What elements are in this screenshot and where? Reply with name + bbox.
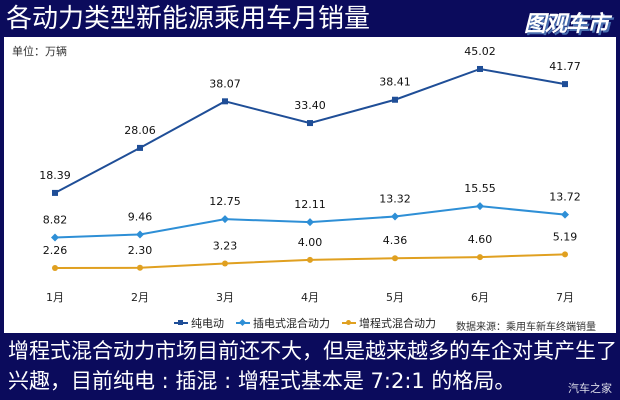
legend-swatch (342, 320, 356, 325)
legend-label: 插电式混合动力 (253, 317, 330, 330)
data-point (307, 120, 313, 127)
x-tick-label: 6月 (471, 291, 489, 304)
data-label: 12.11 (294, 198, 326, 211)
line-chart: 1月 2月 3月 4月 5月 6月 7月 18.39 28.06 38.07 33.40 38.41 4… (39, 45, 581, 304)
data-point (52, 189, 58, 196)
data-label: 2.30 (128, 244, 153, 257)
legend: 纯电动 插电式混合动力 增程式混合动力 (174, 315, 436, 331)
legend-item: 插电式混合动力 (236, 315, 330, 331)
data-label: 9.46 (128, 210, 153, 223)
data-label: 13.32 (379, 193, 411, 206)
data-point (392, 255, 398, 262)
caption: 增程式混合动力市场目前还不大，但是越来越多的车企对其产生了兴趣，目前纯电 : 插… (8, 339, 617, 393)
data-label: 18.39 (39, 169, 71, 182)
data-label: 3.23 (213, 239, 238, 252)
data-point (51, 233, 59, 242)
data-point (477, 65, 483, 72)
data-point (562, 251, 568, 258)
legend-swatch (236, 318, 250, 327)
data-label: 2.26 (43, 244, 68, 257)
legend-label: 纯电动 (191, 317, 224, 330)
data-point (221, 215, 229, 224)
logo: 图观车市 (523, 12, 609, 37)
data-point (307, 256, 313, 263)
data-label: 8.82 (43, 213, 68, 226)
data-label: 12.75 (209, 195, 241, 208)
source-note: 数据来源：乘用车新车终端销量 (456, 322, 596, 333)
x-tick-label: 5月 (386, 291, 404, 304)
chart-panel: 单位：万辆 1月 2月 3月 4月 5月 6月 7月 18.39 28.06 38.07 33.40… (4, 37, 616, 333)
x-tick-label: 1月 (46, 291, 64, 304)
data-label: 45.02 (464, 45, 496, 58)
data-point (561, 210, 569, 219)
watermark: 汽车之家 (568, 382, 612, 395)
unit-label: 单位：万辆 (12, 45, 67, 58)
legend-item: 增程式混合动力 (342, 315, 436, 331)
data-label: 28.06 (124, 124, 156, 137)
data-label: 38.41 (379, 76, 411, 89)
data-point (476, 202, 484, 211)
legend-item: 纯电动 (174, 315, 224, 331)
x-tick-label: 3月 (216, 291, 234, 304)
data-label: 4.36 (383, 234, 408, 247)
legend-label: 增程式混合动力 (359, 317, 436, 330)
data-point (391, 212, 399, 221)
data-label: 4.60 (468, 233, 493, 246)
data-point (477, 254, 483, 261)
data-point (136, 230, 144, 239)
x-tick-label: 2月 (131, 291, 149, 304)
data-label: 15.55 (464, 182, 496, 195)
x-tick-label: 4月 (301, 291, 319, 304)
data-point (52, 264, 58, 271)
data-label: 4.00 (298, 236, 323, 249)
page-title: 各动力类型新能源乘用车月销量 (6, 4, 371, 34)
data-label: 41.77 (549, 60, 581, 73)
data-point (562, 81, 568, 88)
data-label: 5.19 (553, 230, 578, 243)
data-label: 38.07 (209, 77, 241, 90)
data-point (222, 98, 228, 105)
data-label: 33.40 (294, 99, 326, 112)
x-tick-label: 7月 (556, 291, 574, 304)
data-point (392, 96, 398, 103)
data-point (137, 264, 143, 271)
data-point (137, 144, 143, 151)
legend-swatch (174, 320, 188, 325)
data-point (306, 218, 314, 227)
data-label: 13.72 (549, 191, 581, 204)
data-point (222, 260, 228, 267)
